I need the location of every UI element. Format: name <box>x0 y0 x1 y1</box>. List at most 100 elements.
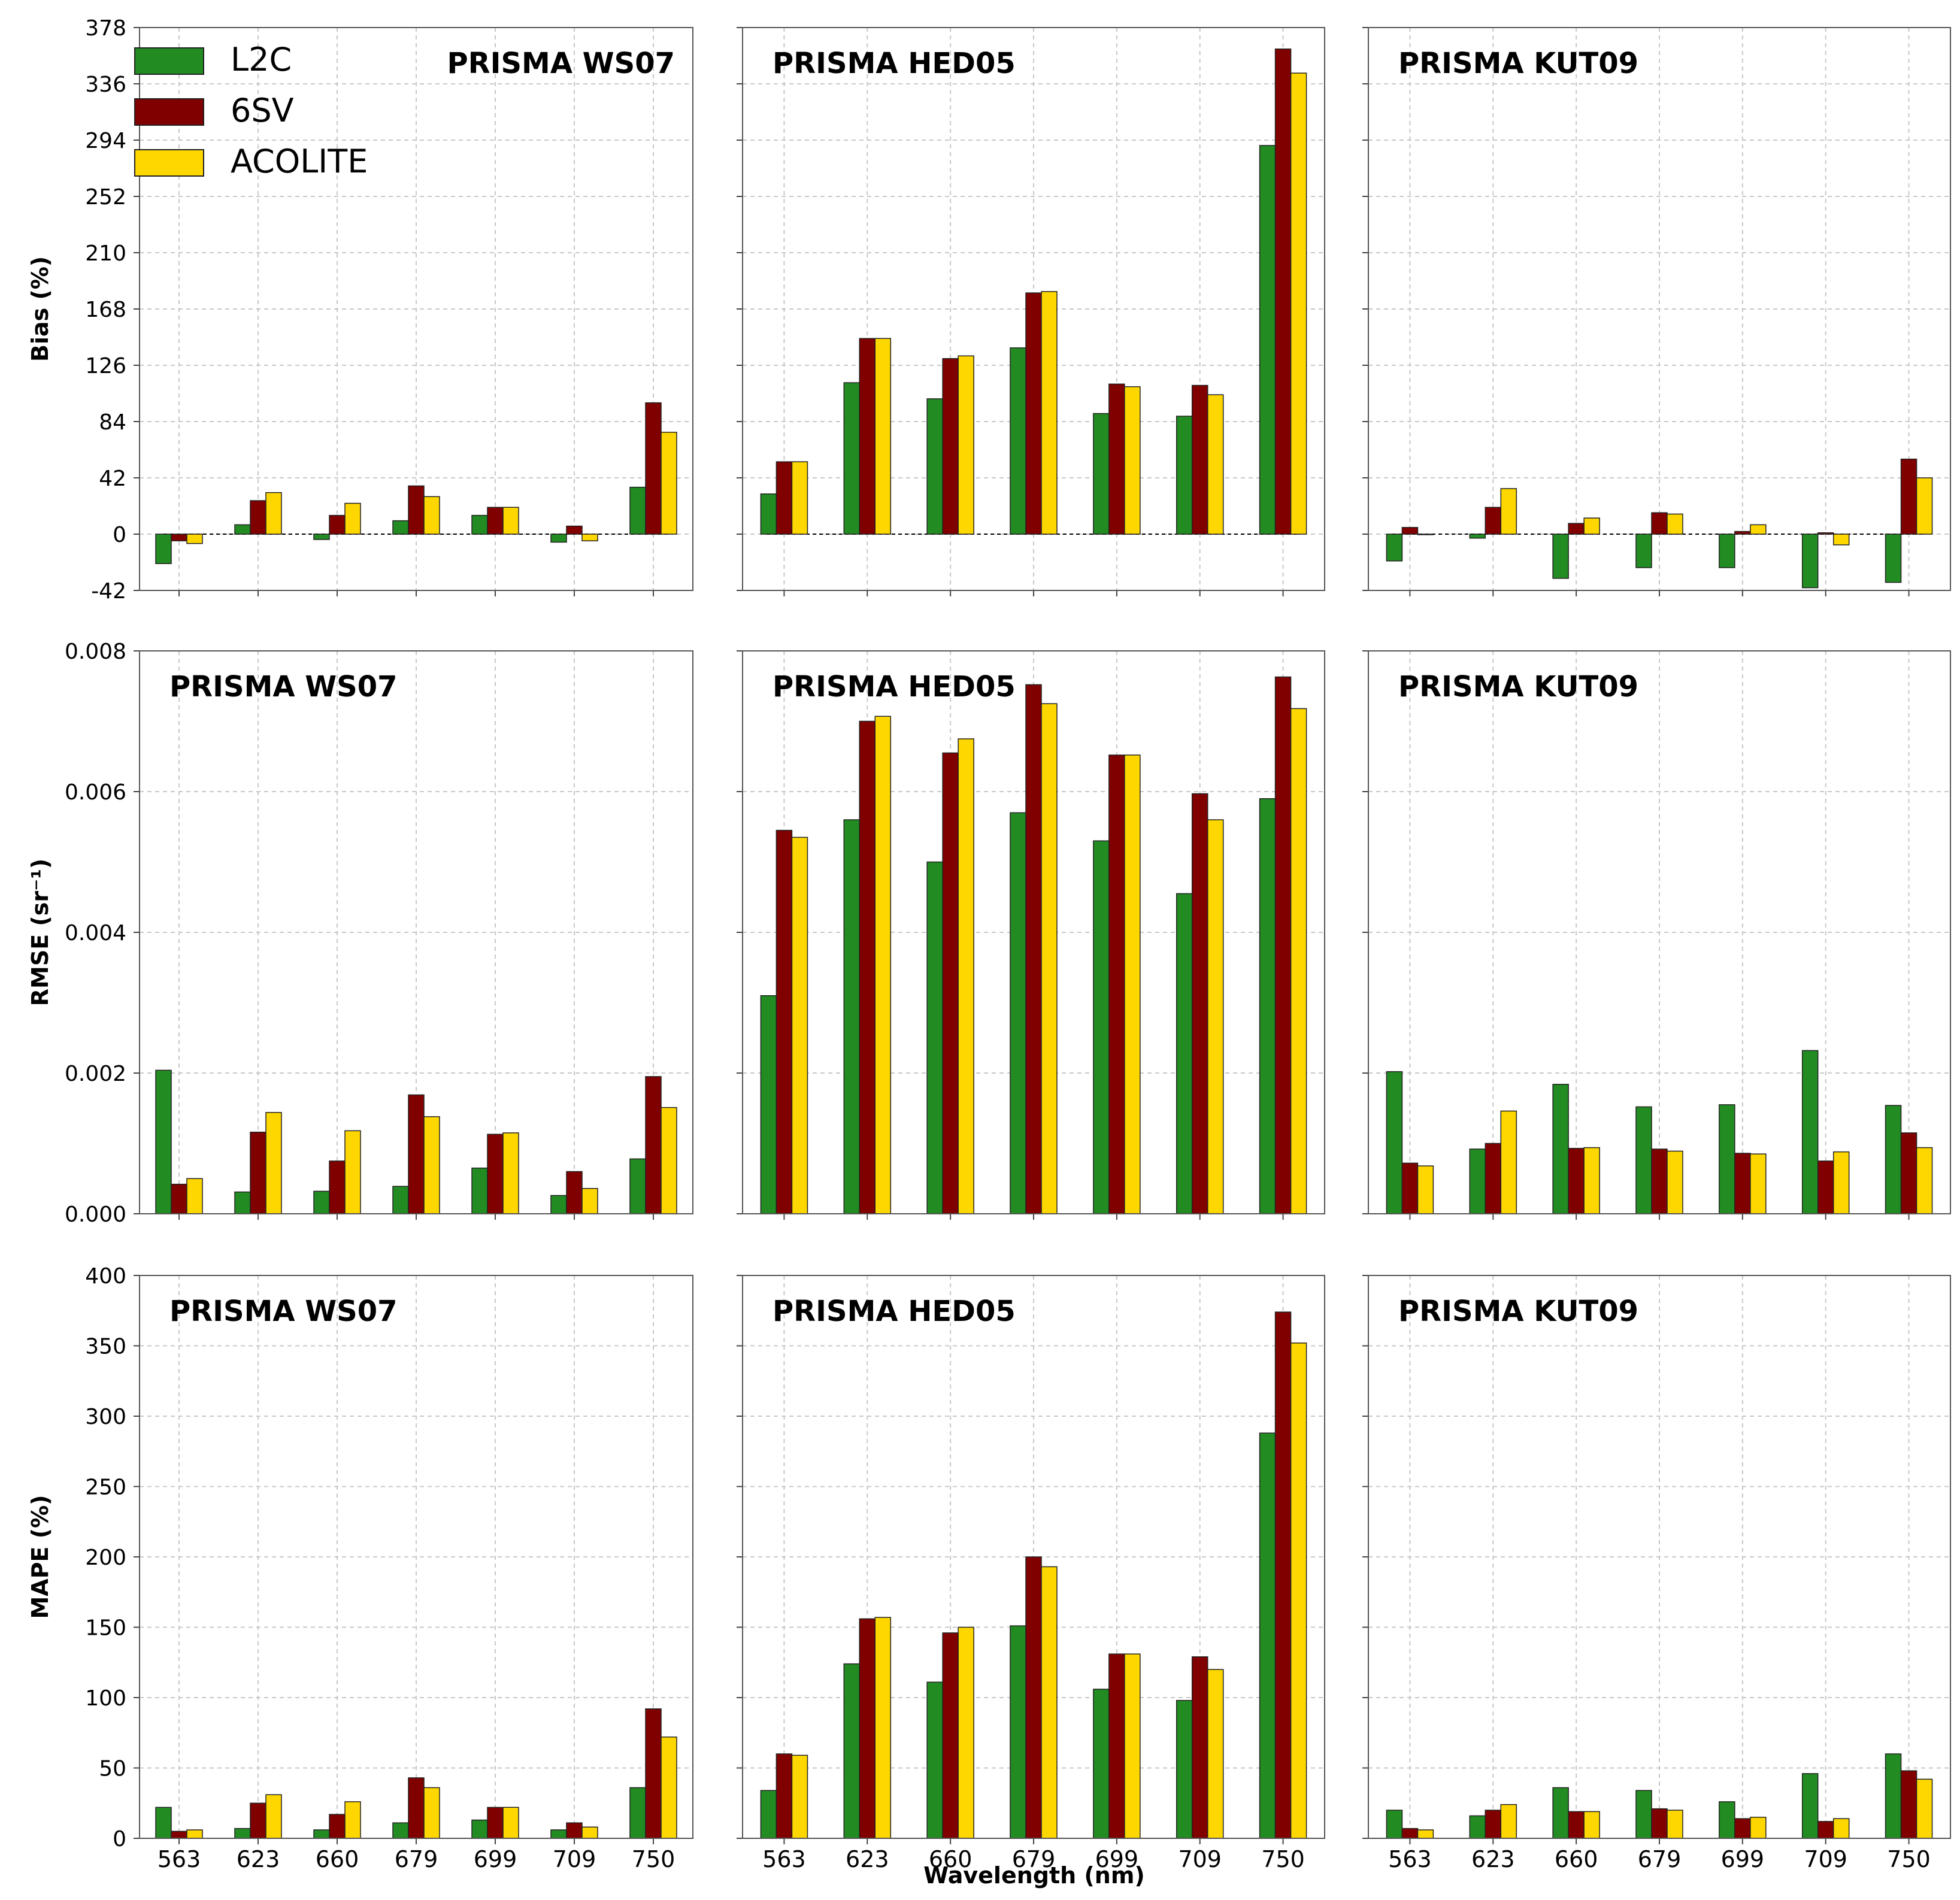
bar-l2c-563 <box>155 1069 172 1214</box>
bar-l2c-623 <box>1469 1149 1486 1214</box>
x-tick-label: 679 <box>1638 1846 1682 1872</box>
bar-acolite-563 <box>791 1754 808 1839</box>
y-tick-label: 100 <box>85 1686 126 1711</box>
panel-3-3: 563 623 660 679 699 709 750 PRISMA KUT09 <box>1362 1275 1951 1872</box>
bar-l2c-660 <box>926 861 943 1214</box>
bar-l2c-750 <box>1259 145 1276 535</box>
bar-l2c-623 <box>843 819 861 1214</box>
bar-l2c-563 <box>760 1790 777 1839</box>
bar-6sv-563 <box>171 1183 187 1214</box>
bar-acolite-699 <box>1124 386 1141 535</box>
bar-6sv-623 <box>1485 1143 1502 1214</box>
legend-label-acolite: ACOLITE <box>231 143 368 180</box>
bar-6sv-660 <box>942 358 959 535</box>
bar-acolite-623 <box>1500 1110 1517 1214</box>
bar-6sv-750 <box>1274 676 1292 1214</box>
y-tick-label: 336 <box>85 72 126 97</box>
bar-l2c-679 <box>1635 1106 1652 1214</box>
bar-l2c-750 <box>1259 1432 1276 1839</box>
y-axis-label: MAPE (%) <box>27 1495 53 1619</box>
y-tick-label: 378 <box>85 16 126 41</box>
y-tick-label: 0 <box>113 523 126 547</box>
bar-6sv-699 <box>487 507 504 535</box>
x-tick-label: 623 <box>237 1846 280 1872</box>
bar-l2c-699 <box>1093 1689 1110 1839</box>
bar-l2c-709 <box>550 1829 567 1839</box>
bar-l2c-623 <box>843 1663 861 1839</box>
bar-6sv-623 <box>859 338 876 535</box>
bar-6sv-679 <box>408 485 425 535</box>
bar-6sv-750 <box>645 1708 662 1839</box>
bar-6sv-563 <box>775 829 793 1214</box>
panel-2-3: PRISMA KUT09 <box>1362 650 1951 1220</box>
bar-6sv-709 <box>1191 1656 1208 1839</box>
x-tick-label: 660 <box>929 1846 973 1872</box>
bar-acolite-660 <box>958 355 974 535</box>
bar-acolite-699 <box>502 1132 519 1214</box>
bar-l2c-660 <box>926 398 943 535</box>
x-tick-label: 563 <box>1388 1846 1432 1872</box>
panel-title: PRISMA KUT09 <box>1398 1295 1638 1328</box>
bar-acolite-679 <box>1041 703 1058 1214</box>
bar-l2c-623 <box>234 1191 251 1214</box>
x-tick-label: 699 <box>1095 1846 1139 1872</box>
panel-2-2: PRISMA HED05 <box>737 650 1325 1220</box>
bar-acolite-679 <box>1667 1810 1683 1839</box>
x-tick-label: 660 <box>316 1846 359 1872</box>
bar-6sv-709 <box>1817 1821 1834 1839</box>
x-tick-label: 709 <box>1804 1846 1847 1872</box>
bar-l2c-699 <box>471 1167 488 1214</box>
bar-6sv-623 <box>250 1802 266 1839</box>
bar-acolite-563 <box>186 534 203 544</box>
x-axis-label: Wavelength (nm) <box>923 1862 1145 1889</box>
y-tick-label: 350 <box>85 1335 126 1359</box>
bar-6sv-660 <box>329 1814 346 1839</box>
bar-6sv-679 <box>408 1777 425 1839</box>
y-tick-label: 0.006 <box>65 780 126 805</box>
y-tick-label: 0.004 <box>65 921 126 946</box>
bar-acolite-750 <box>661 1737 677 1839</box>
bar-6sv-660 <box>942 1632 959 1839</box>
bar-6sv-699 <box>1734 1818 1751 1839</box>
bar-l2c-679 <box>1635 1790 1652 1839</box>
legend-label-6sv: 6SV <box>231 92 294 129</box>
x-tick-label: 623 <box>1471 1846 1515 1872</box>
bar-6sv-750 <box>645 402 662 535</box>
bar-acolite-750 <box>1290 1343 1307 1839</box>
bar-l2c-750 <box>629 486 646 535</box>
bar-l2c-699 <box>471 514 488 535</box>
bar-acolite-660 <box>1583 1147 1600 1214</box>
bar-l2c-699 <box>1719 534 1735 568</box>
bar-6sv-563 <box>775 1753 793 1839</box>
bar-l2c-750 <box>629 1787 646 1839</box>
panel-3-1: 400 350 300 250 200 150 100 50 0 563 623 660 679 699 7… <box>85 1264 693 1872</box>
bar-l2c-709 <box>550 534 567 543</box>
bar-l2c-750 <box>629 1158 646 1214</box>
bar-6sv-699 <box>487 1807 504 1839</box>
bar-acolite-709 <box>1207 1669 1224 1839</box>
bar-6sv-660 <box>329 1160 346 1214</box>
axes-frame <box>1368 650 1951 1214</box>
bar-l2c-750 <box>1885 534 1902 583</box>
bar-6sv-563 <box>171 1831 187 1839</box>
y-tick-label: 252 <box>85 185 126 210</box>
y-tick-label: 168 <box>85 298 126 322</box>
bar-l2c-679 <box>392 1186 409 1214</box>
panels: 378 336 294 252 210 168 126 84 42 0 -42 PRISMA WS07… <box>65 16 1951 1872</box>
bar-l2c-699 <box>1719 1801 1735 1839</box>
bar-acolite-750 <box>1916 1778 1933 1839</box>
bar-6sv-709 <box>1191 793 1208 1214</box>
bar-l2c-563 <box>155 534 172 564</box>
bar-acolite-563 <box>791 837 808 1214</box>
y-tick-label: 0.008 <box>65 640 126 664</box>
bar-l2c-699 <box>1719 1104 1735 1214</box>
bar-acolite-709 <box>581 1826 598 1839</box>
x-tick-label: 709 <box>553 1846 596 1872</box>
bar-l2c-660 <box>313 534 330 540</box>
bar-acolite-563 <box>186 1829 203 1839</box>
bar-6sv-679 <box>1651 1808 1668 1839</box>
bar-acolite-623 <box>874 716 892 1214</box>
bar-l2c-750 <box>1259 798 1276 1214</box>
bar-l2c-679 <box>1010 1625 1026 1839</box>
panel-title: PRISMA HED05 <box>773 47 1016 80</box>
